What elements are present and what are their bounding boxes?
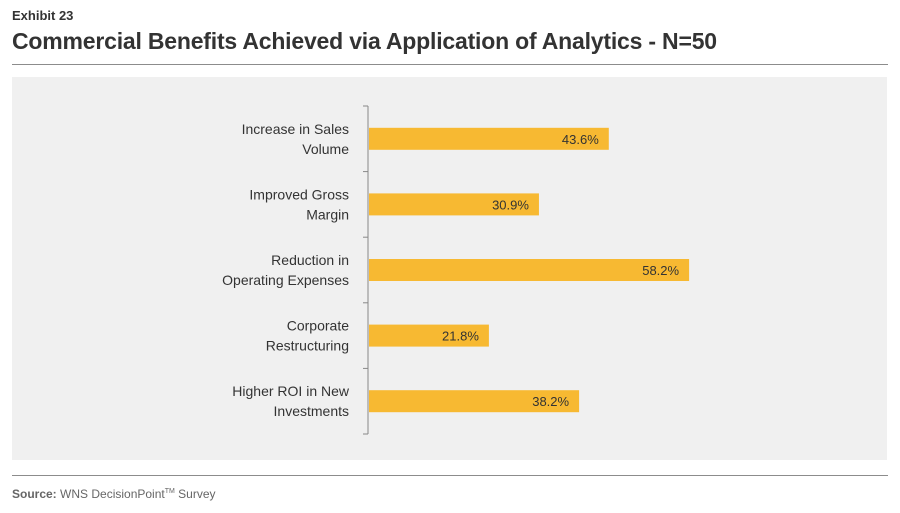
- category-label: Operating Expenses: [222, 272, 349, 288]
- bar: [369, 127, 609, 150]
- source-suffix: Survey: [174, 487, 216, 501]
- source-label: Source:: [12, 487, 57, 501]
- bar: [369, 259, 690, 281]
- top-divider: [12, 64, 888, 65]
- exhibit-label: Exhibit 23: [12, 8, 74, 23]
- category-label: Higher ROI in New: [232, 383, 350, 399]
- bar-value-label: 43.6%: [562, 132, 599, 147]
- category-label: Volume: [302, 141, 349, 157]
- bar: [369, 193, 539, 216]
- category-label: Corporate: [287, 318, 349, 334]
- category-label: Margin: [306, 206, 349, 222]
- chart-title: Commercial Benefits Achieved via Applica…: [12, 28, 717, 54]
- category-label: Improved Gross: [249, 186, 349, 202]
- bottom-divider: [12, 475, 888, 476]
- bar-value-label: 38.2%: [532, 394, 569, 409]
- category-label: Investments: [274, 403, 349, 419]
- bar-value-label: 21.8%: [442, 329, 479, 344]
- bar: [369, 390, 580, 413]
- bar-value-label: 30.9%: [492, 197, 529, 212]
- category-label: Restructuring: [266, 338, 349, 354]
- bar-value-label: 58.2%: [642, 263, 679, 278]
- category-label: Reduction in: [271, 252, 349, 268]
- source-note: Source: WNS DecisionPointTM Survey: [12, 487, 216, 501]
- category-label: Increase in Sales: [242, 121, 349, 137]
- source-text: WNS DecisionPoint: [60, 487, 165, 501]
- source-trademark: TM: [164, 488, 175, 495]
- bar: [369, 324, 489, 347]
